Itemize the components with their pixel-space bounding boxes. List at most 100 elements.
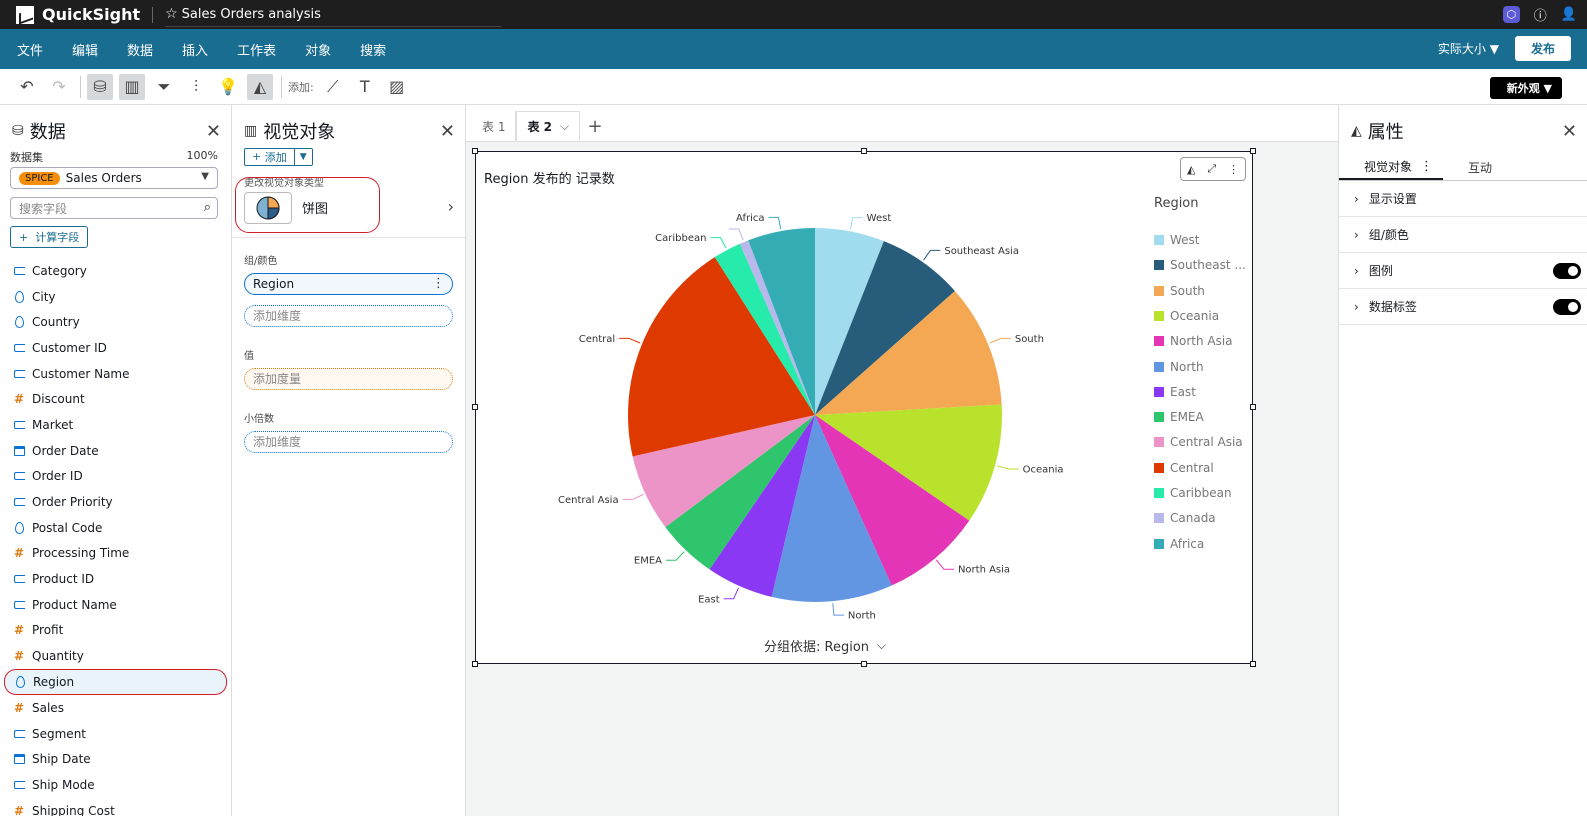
legend-item[interactable]: North Asia — [1154, 334, 1250, 348]
resize-handle[interactable] — [472, 661, 478, 667]
menu-file[interactable]: 文件 — [17, 43, 44, 59]
resize-handle[interactable] — [861, 148, 867, 154]
pie-chart-icon[interactable] — [244, 191, 292, 224]
field-item[interactable]: Postal Code — [0, 515, 231, 541]
dataset-select[interactable]: SPICE Sales Orders ▼ — [10, 167, 218, 189]
menu-sheet[interactable]: 工作表 — [237, 43, 277, 59]
add-image-icon[interactable]: ▨ — [389, 77, 405, 96]
amazon-q-icon[interactable]: ⬡ — [1502, 6, 1520, 23]
more-options-icon[interactable]: ⋮ — [1420, 159, 1434, 174]
field-item[interactable]: Order Priority — [0, 489, 231, 515]
field-item[interactable]: Ship Date — [0, 746, 231, 772]
pie-slice[interactable] — [739, 240, 815, 415]
field-item[interactable]: # Sales — [0, 695, 231, 721]
add-dimension-well[interactable]: 添加维度 — [244, 304, 453, 327]
section-legend[interactable]: › 图例 — [1339, 253, 1587, 289]
more-options-icon[interactable]: ⋮ — [1228, 162, 1240, 176]
legend-item[interactable]: Central Asia — [1154, 435, 1250, 449]
field-item[interactable]: # Shipping Cost — [0, 798, 231, 816]
pie-slice[interactable] — [815, 404, 1002, 521]
close-icon[interactable]: ✕ — [205, 120, 221, 142]
pie-slice[interactable] — [748, 228, 815, 415]
menu-objects[interactable]: 对象 — [305, 43, 332, 59]
field-item[interactable]: City — [0, 284, 231, 310]
analysis-title[interactable]: ☆ Sales Orders analysis — [165, 3, 501, 27]
insights-icon[interactable]: 💡 — [218, 77, 238, 96]
small-multiples-well[interactable]: 添加维度 — [244, 430, 453, 453]
field-item[interactable]: Country — [0, 309, 231, 335]
pie-slice[interactable] — [815, 415, 970, 586]
field-search-input[interactable]: 搜索字段 ⌕ — [10, 197, 218, 219]
add-text-icon[interactable]: T — [359, 77, 370, 96]
close-icon[interactable]: ✕ — [439, 120, 455, 142]
menu-insert[interactable]: 插入 — [182, 43, 209, 59]
calculated-field-button[interactable]: + 计算字段 — [10, 226, 89, 248]
field-item[interactable]: Order ID — [0, 464, 231, 490]
pie-slice[interactable] — [709, 415, 815, 597]
help-icon[interactable]: ⓘ — [1533, 9, 1547, 24]
add-visual-main[interactable]: + 添加 — [245, 148, 295, 165]
tab-sheet-2[interactable]: 表 2 ⌵ — [516, 111, 581, 141]
tab-visual[interactable]: 视觉对象 ⋮ — [1339, 155, 1444, 180]
chevron-down-icon[interactable]: ▼ — [299, 151, 307, 162]
chevron-right-icon[interactable]: › — [447, 196, 454, 216]
format-visual-icon[interactable]: ◭ — [1186, 162, 1196, 176]
resize-handle[interactable] — [861, 661, 867, 667]
user-icon[interactable]: 👤 — [1560, 7, 1577, 22]
pie-slice[interactable] — [815, 290, 1002, 415]
database-icon[interactable]: ⛁ — [87, 73, 113, 100]
group-color-well[interactable]: Region ⋮ — [244, 272, 453, 295]
add-visual-icon[interactable]: ⟋ — [327, 76, 339, 96]
visuals-icon[interactable]: ▥ — [119, 73, 145, 100]
controls-icon[interactable]: ⫶ — [193, 76, 198, 96]
resize-handle[interactable] — [472, 148, 478, 154]
more-options-icon[interactable]: ⋮ — [432, 275, 445, 291]
field-item[interactable]: Customer ID — [0, 335, 231, 361]
field-item[interactable]: Category — [0, 258, 231, 284]
resize-handle[interactable] — [1250, 148, 1256, 154]
data-labels-toggle[interactable] — [1553, 299, 1581, 315]
add-sheet-icon[interactable]: + — [587, 115, 603, 137]
field-item[interactable]: Market — [0, 412, 231, 438]
menu-data[interactable]: 数据 — [127, 43, 154, 59]
field-item[interactable]: # Processing Time — [0, 541, 231, 567]
pie-slice[interactable] — [628, 257, 815, 457]
expand-icon[interactable]: ⤢ — [1207, 162, 1217, 175]
add-measure-well[interactable]: 添加度量 — [244, 367, 453, 390]
legend-item[interactable]: West — [1154, 233, 1250, 247]
field-item[interactable]: # Discount — [0, 386, 231, 412]
pie-slice[interactable] — [632, 415, 815, 528]
pie-slice[interactable] — [815, 241, 955, 415]
chevron-down-icon[interactable]: ⌵ — [559, 118, 570, 133]
legend-item[interactable]: EMEA — [1154, 410, 1250, 424]
field-item[interactable]: # Profit — [0, 618, 231, 644]
legend-item[interactable]: Canada — [1154, 511, 1250, 525]
pie-slice[interactable] — [714, 243, 815, 415]
resize-handle[interactable] — [472, 404, 478, 410]
resize-handle[interactable] — [1250, 404, 1256, 410]
zoom-dropdown[interactable]: 实际大小 ▼ — [1438, 40, 1499, 57]
group-by-dropdown[interactable]: 分组依据: Region ⌵ — [764, 636, 886, 655]
pie-slice[interactable] — [665, 415, 815, 570]
field-item[interactable]: Segment — [0, 721, 231, 747]
pie-chart-visual[interactable]: Region 发布的 记录数 ◭ ⤢ ⋮ West Southeast Asia S… — [472, 148, 1256, 667]
tab-sheet-1[interactable]: 表 1 — [472, 111, 517, 141]
resize-handle[interactable] — [1250, 661, 1256, 667]
field-item[interactable]: Ship Mode — [0, 772, 231, 798]
visual-type-selector[interactable]: 饼图 › — [235, 176, 454, 233]
menu-search[interactable]: 搜索 — [360, 43, 387, 59]
pie-slice[interactable] — [815, 228, 884, 415]
section-data-labels[interactable]: › 数据标签 — [1339, 289, 1587, 325]
legend-item[interactable]: Southeast ... — [1154, 258, 1250, 272]
tab-interactions[interactable]: 互动 — [1468, 161, 1493, 175]
legend-item[interactable]: Oceania — [1154, 309, 1250, 323]
filter-icon[interactable]: ⏷ — [157, 76, 171, 96]
legend-item[interactable]: East — [1154, 385, 1250, 399]
legend-item[interactable]: Caribbean — [1154, 486, 1250, 500]
new-look-button[interactable]: 新外观 ▼ — [1489, 77, 1562, 99]
close-icon[interactable]: ✕ — [1561, 120, 1577, 142]
field-item[interactable]: # Quantity — [0, 643, 231, 669]
legend-item[interactable]: Africa — [1154, 537, 1250, 551]
properties-icon[interactable]: ◭ — [247, 73, 273, 100]
publish-button[interactable]: 发布 — [1514, 36, 1571, 61]
